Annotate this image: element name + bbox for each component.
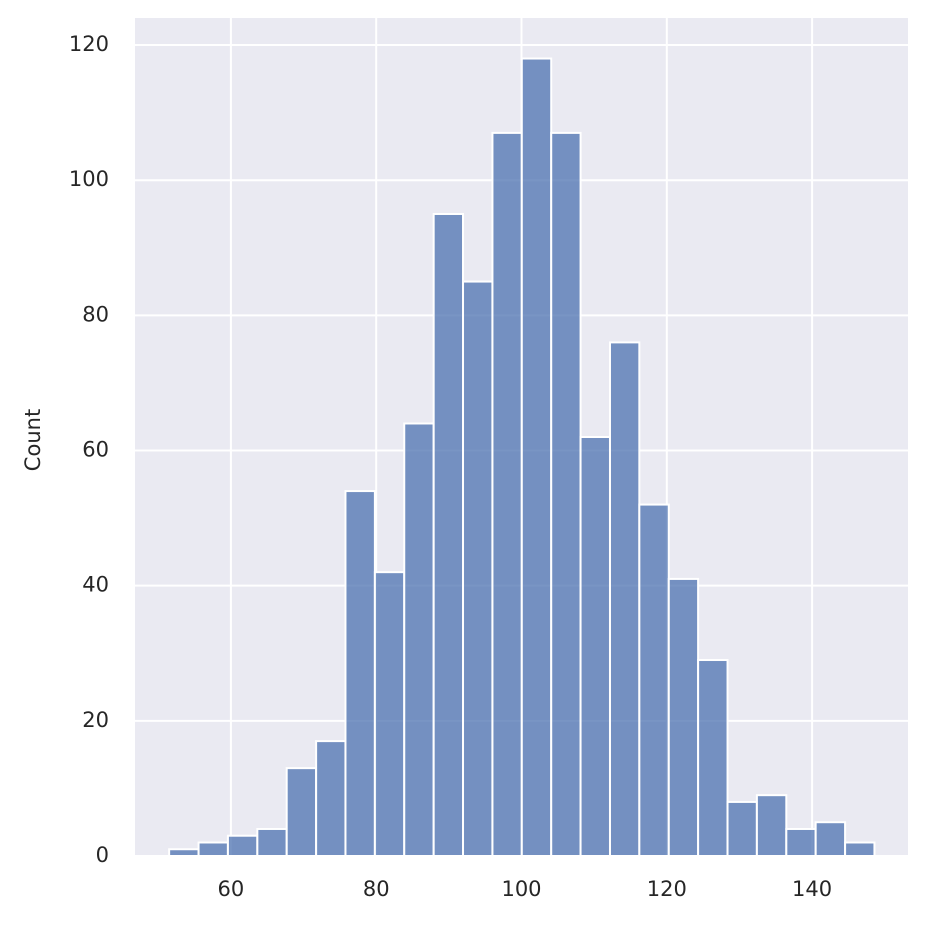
- y-tick-label: 20: [82, 708, 109, 732]
- bar: [550, 131, 582, 858]
- bar: [344, 490, 376, 857]
- x-tick-label: 100: [501, 877, 541, 901]
- bar: [726, 800, 758, 858]
- bar: [491, 131, 523, 858]
- x-tick-label: 60: [218, 877, 245, 901]
- x-tick-label: 80: [363, 877, 390, 901]
- bar: [785, 827, 817, 857]
- bar: [285, 767, 318, 857]
- bar: [638, 503, 670, 857]
- bar: [168, 848, 200, 858]
- bar: [315, 740, 347, 858]
- x-tick-label: 140: [792, 877, 832, 901]
- y-tick-label: 60: [82, 438, 109, 462]
- bar: [755, 794, 788, 858]
- bar: [667, 577, 700, 858]
- bar: [432, 212, 465, 857]
- y-tick-label: 100: [69, 167, 109, 191]
- bar: [403, 422, 435, 857]
- y-axis-label: Count: [21, 409, 45, 471]
- y-tick-label: 80: [82, 302, 109, 326]
- y-tick-label: 120: [69, 32, 109, 56]
- bar: [373, 571, 406, 858]
- bar: [579, 436, 611, 857]
- y-tick-label: 0: [96, 843, 109, 867]
- x-tick-label: 120: [647, 877, 687, 901]
- bar: [814, 821, 847, 857]
- bar: [462, 280, 494, 857]
- bar: [226, 834, 259, 858]
- bar: [256, 827, 288, 857]
- y-tick-label: 40: [82, 573, 109, 597]
- bar: [197, 841, 229, 858]
- bar: [520, 57, 553, 857]
- bar: [697, 659, 729, 857]
- bar: [844, 841, 876, 858]
- bar: [608, 341, 641, 857]
